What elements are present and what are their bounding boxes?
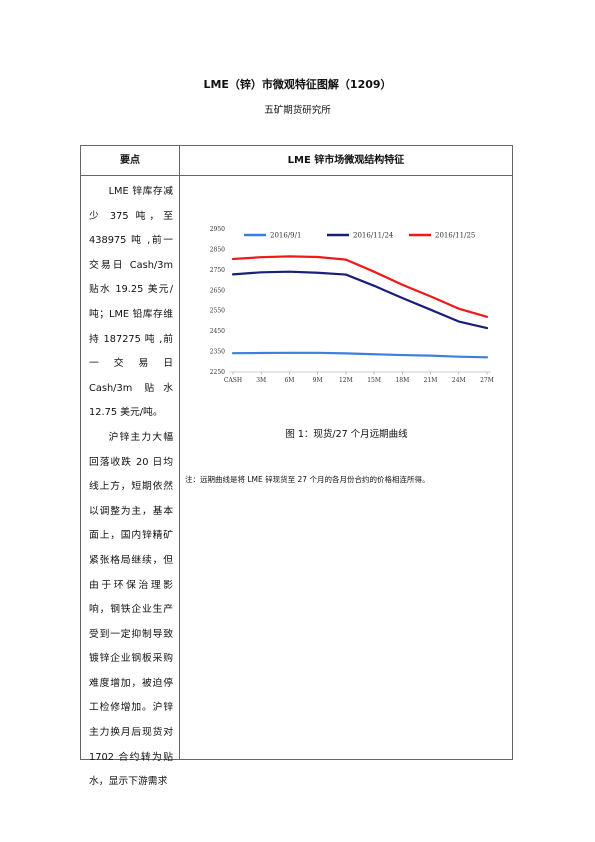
- column-header-market-structure: LME 锌市场微观结构特征: [287, 155, 405, 166]
- y-tick-label: 2950: [210, 226, 225, 233]
- column-divider: [179, 146, 180, 759]
- table-header-row: [81, 146, 512, 176]
- x-tick-label: 18M: [395, 377, 409, 384]
- content-table: 要点 LME 锌市场微观结构特征 LME 锌库存减少 375 吨，至 43897…: [80, 145, 513, 787]
- figure-note: 注：远期曲线是将 LME 锌现货至 27 个月的各月份合约的价格相连所得。: [185, 475, 430, 484]
- series-line-2: [231, 270, 489, 330]
- key-points-paragraph-analysis: 沪锌主力大幅回落收跌 20 日均线上方，短期依然以调整为主，基本面上，国内锌精矿…: [89, 431, 173, 788]
- x-tick-label: 27M: [480, 377, 494, 384]
- figure-caption: 图 1：现货/27 个月远期曲线: [285, 429, 408, 440]
- forward-curve-chart: 2250 2350 2450 2550 2650 2750 2850 2950 CASH 3M 6M…: [210, 226, 494, 384]
- x-tick-label: 9M: [313, 377, 323, 384]
- legend-label-2: 2016/11/24: [353, 232, 394, 240]
- column-header-key-points: 要点: [120, 155, 140, 166]
- y-tick-label: 2550: [210, 308, 225, 315]
- legend-label-3: 2016/11/25: [435, 232, 475, 240]
- x-tick-label: 6M: [284, 377, 294, 384]
- x-tick-label: 12M: [339, 377, 353, 384]
- key-points-text: LME 锌库存减少 375 吨，至 438975 吨 ,前一交易日 Cash/3…: [89, 180, 173, 795]
- y-tick-label: 2650: [210, 287, 225, 294]
- organization-name: 五矿期货研究所: [264, 105, 331, 116]
- y-tick-label: 2350: [210, 349, 225, 356]
- y-tick-label: 2850: [210, 246, 225, 253]
- series-line-3: [231, 255, 489, 318]
- x-tick-label: CASH: [224, 377, 242, 384]
- x-tick-label: 15M: [367, 377, 381, 384]
- y-tick-label: 2750: [210, 267, 225, 274]
- y-tick-label: 2250: [210, 369, 225, 376]
- key-points-paragraph-inventory: LME 锌库存减少 375 吨，至 438975 吨 ,前一交易日 Cash/3…: [89, 186, 173, 419]
- x-tick-label: 24M: [452, 377, 466, 384]
- document-title: LME（锌）市微观特征图解（1209）: [203, 78, 392, 91]
- y-tick-label: 2450: [210, 328, 225, 335]
- x-tick-label: 21M: [424, 377, 438, 384]
- legend-label-1: 2016/9/1: [270, 232, 301, 240]
- x-tick-label: 3M: [256, 377, 266, 384]
- series-line-1: [231, 351, 489, 359]
